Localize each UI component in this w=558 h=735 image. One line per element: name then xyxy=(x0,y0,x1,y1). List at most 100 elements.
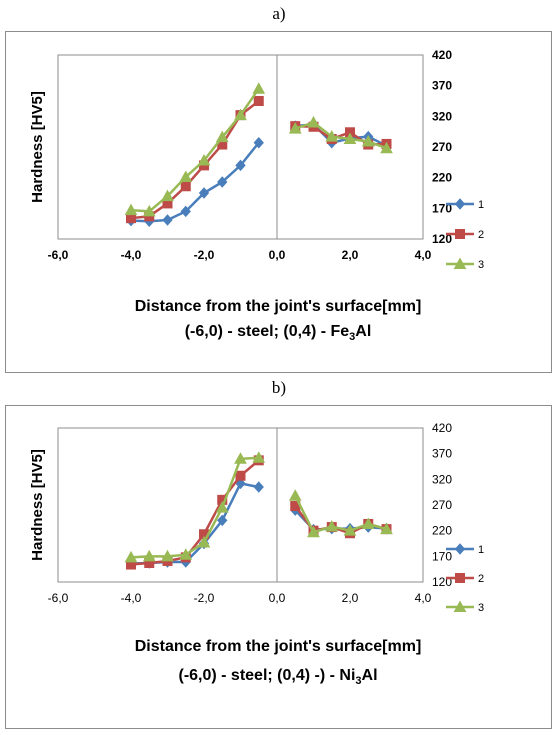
legend-entry: 1 xyxy=(446,198,484,211)
x-tick-label: -6,0 xyxy=(48,591,69,605)
data-point xyxy=(252,451,266,463)
data-point xyxy=(124,203,138,216)
y-tick-label: 220 xyxy=(432,171,452,185)
legend-entry: 1 xyxy=(446,543,484,556)
data-point xyxy=(197,535,211,548)
legend-entry: 3 xyxy=(446,600,484,614)
y-axis-title: Hardness [HV5] xyxy=(29,91,46,203)
data-point xyxy=(217,514,228,527)
data-point xyxy=(162,214,173,226)
x-axis-title-line2-post: Al xyxy=(355,323,371,340)
x-axis-title-line1: Distance from the joint's surface[mm] xyxy=(135,638,422,655)
x-axis-title-subscript: 3 xyxy=(349,331,355,343)
x-axis-title-line1: Distance from the joint's surface[mm] xyxy=(135,298,422,315)
data-point xyxy=(307,525,320,538)
x-tick-label: -2,0 xyxy=(194,248,215,262)
x-tick-label: -4,0 xyxy=(121,591,142,605)
legend-entry: 2 xyxy=(446,229,484,241)
legend-label: 2 xyxy=(478,229,484,241)
panel-a-letter: a) xyxy=(272,4,286,23)
y-tick-label: 420 xyxy=(432,48,452,62)
data-point xyxy=(180,205,191,218)
data-point xyxy=(234,108,247,121)
legend-marker xyxy=(453,600,467,612)
legend-label: 3 xyxy=(478,602,484,614)
series-3-b xyxy=(124,451,393,563)
x-tick-label: 4,0 xyxy=(415,591,432,605)
x-axis-title-line2: (-6,0) - steel; (0,4) -) - Ni3Al xyxy=(178,667,377,687)
legend-label: 1 xyxy=(478,544,484,556)
legend-label: 2 xyxy=(478,573,484,585)
x-axis-title-line2-pre: (-6,0) - steel; (0,4) -) - Ni xyxy=(178,667,355,684)
y-tick-label: 420 xyxy=(432,421,452,435)
data-point xyxy=(288,489,302,501)
x-tick-label: 2,0 xyxy=(342,591,359,605)
x-tick-label: -6,0 xyxy=(48,248,69,262)
x-axis-title-line2-pre: (-6,0) - steel; (0,4) - Fe xyxy=(185,323,350,340)
data-point xyxy=(234,452,247,464)
data-point xyxy=(380,141,393,154)
y-tick-label: 120 xyxy=(432,232,452,246)
x-tick-label: -4,0 xyxy=(121,248,142,262)
data-point xyxy=(307,115,320,128)
legend-entry: 2 xyxy=(446,573,484,585)
legend-marker xyxy=(455,573,465,583)
y-tick-label: 270 xyxy=(432,140,452,154)
y-tick-label: 320 xyxy=(432,109,452,123)
data-point xyxy=(325,130,339,142)
x-axis-title-subscript: 3 xyxy=(355,675,361,687)
data-point xyxy=(343,524,357,536)
data-point xyxy=(325,520,339,532)
chart-panel-a: 420 370 320 270 220 170 120 -6,0 -4,0 -2,0 0,0 2,0 4… xyxy=(5,31,552,373)
data-point xyxy=(217,176,228,188)
y-tick-label: 370 xyxy=(432,447,452,461)
legend-entry: 3 xyxy=(446,257,484,271)
y-tick-label: 320 xyxy=(432,472,452,486)
series-3-a xyxy=(124,82,393,217)
legend-label: 1 xyxy=(478,199,484,211)
plot-area-b xyxy=(57,427,424,583)
legend-marker xyxy=(454,543,466,555)
data-point xyxy=(252,82,266,94)
data-point xyxy=(380,522,393,535)
data-point xyxy=(288,122,302,134)
data-point xyxy=(179,170,193,183)
data-point xyxy=(197,153,211,166)
x-tick-label: 4,0 xyxy=(415,248,432,262)
x-tick-label: -2,0 xyxy=(194,591,215,605)
legend-label: 3 xyxy=(478,259,484,271)
data-point xyxy=(198,187,210,199)
data-point xyxy=(235,470,246,481)
y-axis-title: Hardness [HV5] xyxy=(29,449,46,561)
data-point xyxy=(235,159,246,172)
chart-panel-b: 420 370 320 270 220 170 120 -6,0 -4,0 -2,0 0,0 2,0 4… xyxy=(5,405,552,729)
y-tick-label: 170 xyxy=(432,549,452,563)
x-axis-title-line2-post: Al xyxy=(362,667,378,684)
y-tick-label: 220 xyxy=(432,524,452,538)
data-point xyxy=(180,181,191,192)
x-tick-label: 0,0 xyxy=(269,248,286,262)
x-tick-label: 2,0 xyxy=(342,248,359,262)
legend-marker xyxy=(455,229,465,239)
data-point xyxy=(361,134,375,147)
data-point xyxy=(253,96,264,106)
data-point xyxy=(179,548,193,560)
data-point xyxy=(161,549,174,562)
x-axis-title-line2: (-6,0) - steel; (0,4) - Fe3Al xyxy=(185,323,372,343)
legend-marker xyxy=(453,257,467,269)
y-tick-label: 270 xyxy=(432,498,452,512)
data-point xyxy=(124,550,138,563)
panel-b-letter: b) xyxy=(271,378,287,397)
data-point xyxy=(343,132,357,145)
data-point xyxy=(142,549,156,562)
legend-marker xyxy=(454,198,466,210)
y-tick-label: 370 xyxy=(432,79,452,93)
data-point xyxy=(161,189,174,202)
data-point xyxy=(253,136,264,149)
data-point xyxy=(215,501,229,513)
plot-area-a xyxy=(57,54,424,240)
data-point xyxy=(253,481,264,493)
data-point xyxy=(361,517,375,529)
